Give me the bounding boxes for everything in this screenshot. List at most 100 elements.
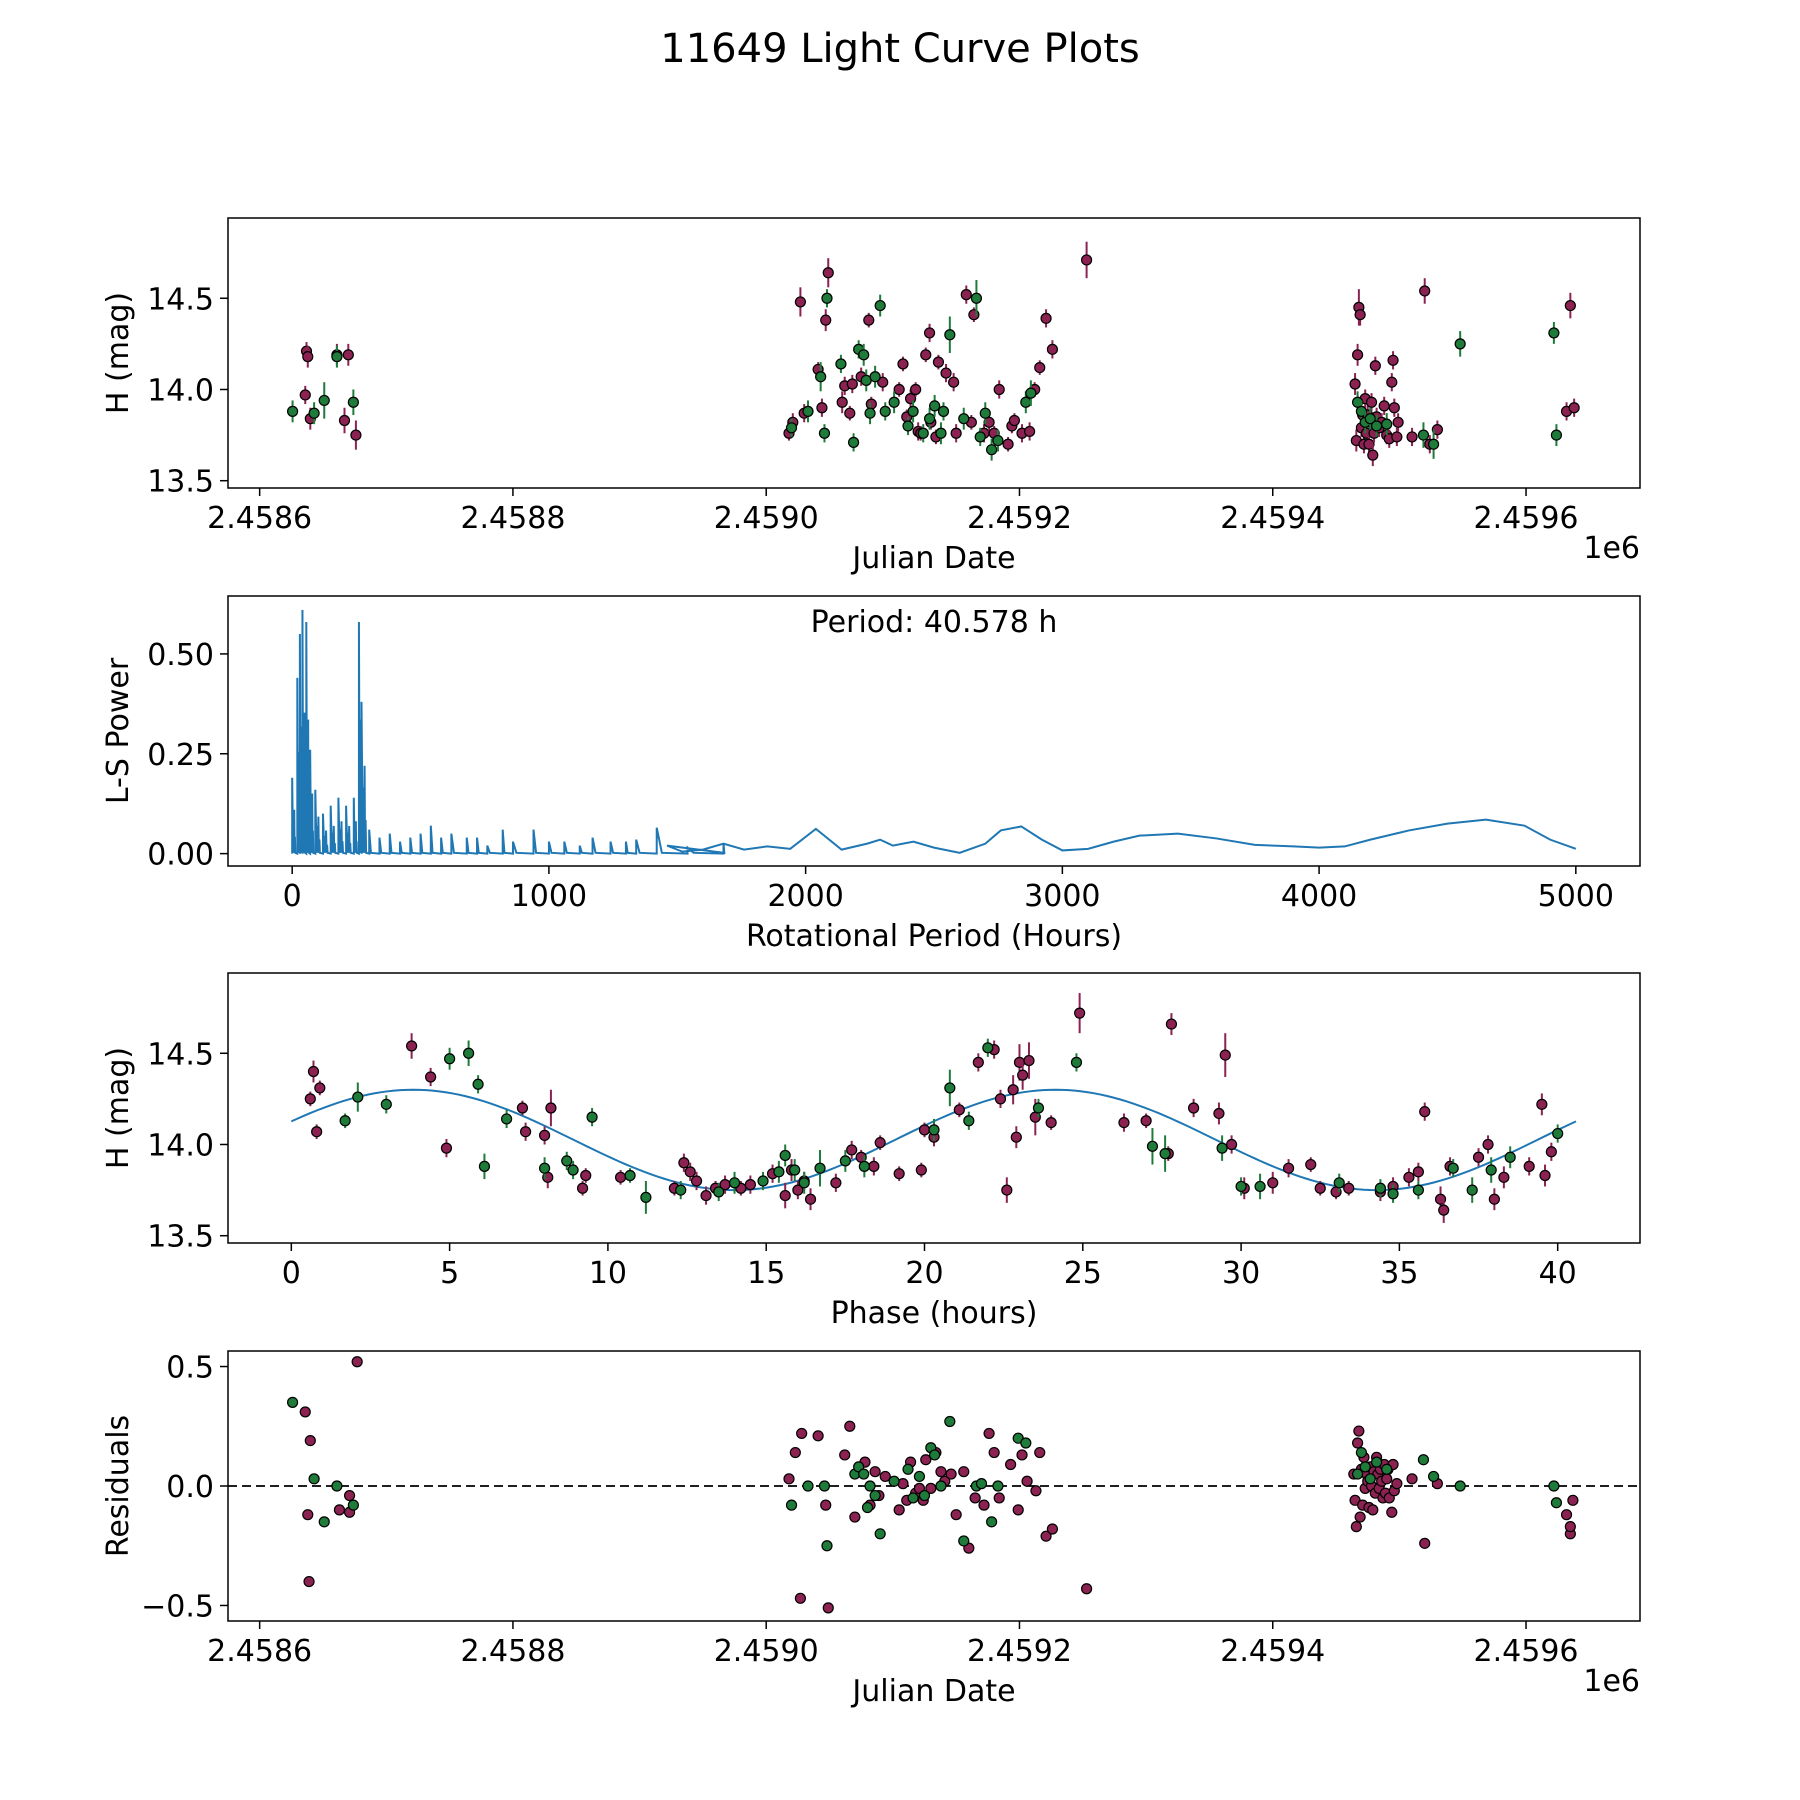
magenta-data-point [865,398,877,410]
magenta-data-point [1046,1523,1059,1535]
green-data-point [970,292,983,304]
magenta-data-point [789,1446,801,1459]
magenta-data-point [1351,1437,1364,1449]
magenta-data-point [1008,414,1021,427]
magenta-data-point [779,1189,791,1202]
magenta-data-point [1391,431,1403,443]
magenta-data-point [1406,431,1418,443]
magenta-data-point [350,429,362,441]
magenta-data-point [1523,1160,1535,1172]
magenta-data-point [1282,1162,1295,1174]
x-tick-label: 40 [1539,1256,1577,1291]
green-data-point [728,1177,741,1189]
magenta-data-point [744,1179,756,1191]
green-data-point [907,1492,919,1504]
y-tick-label: 0.5 [166,1351,214,1386]
x-axis-label: Phase (hours) [831,1296,1038,1331]
green-data-point [979,407,991,419]
y-axis-label: L-S Power [101,657,136,804]
green-data-point [380,1098,392,1110]
green-data-point [864,1480,876,1492]
magenta-data-point [1498,1171,1510,1183]
green-data-point [929,400,941,412]
green-data-point [1159,1148,1171,1160]
magenta-data-point [983,416,995,428]
x-tick-label: 35 [1380,1256,1418,1291]
magenta-data-point [1305,1158,1317,1171]
magenta-data-point [1074,1007,1086,1019]
green-data-point [861,1501,874,1514]
magenta-data-point [311,1126,323,1138]
x-tick-label: 2.4594 [1220,501,1325,536]
green-data-point [1412,1184,1424,1196]
magenta-data-point [893,1504,905,1516]
magenta-data-point [993,383,1005,396]
green-data-point [992,1480,1004,1492]
magenta-data-point [796,1427,808,1440]
green-data-point [1364,1473,1376,1485]
y-tick-label: 0.50 [147,638,214,673]
green-data-point [1020,396,1032,408]
y-tick-label: 0.0 [166,1470,214,1505]
green-data-point [986,444,998,456]
periodogram-panel: 0 1000 2000 3000 4000 5000 0.00 0.25 0.50 Rotatio… [101,595,1641,954]
magenta-data-point [1438,1204,1450,1216]
magenta-data-point [1267,1177,1279,1189]
magenta-data-point [333,1504,346,1516]
magenta-data-point [1419,1537,1431,1549]
magenta-data-point [874,1137,886,1149]
magenta-data-point [1349,378,1361,390]
y-axis-label: H (mag) [101,1047,136,1169]
magenta-data-point [545,1102,557,1114]
page-title: 11649 Light Curve Plots [660,26,1140,72]
green-data-point [888,396,900,408]
magenta-data-point [1225,1138,1238,1151]
green-data-point [1454,338,1466,350]
periodogram-plot-area [291,609,1577,856]
x-tick-label: 2000 [767,879,843,914]
magenta-data-point [1140,1115,1152,1127]
green-data-point [339,1115,351,1127]
green-data-point [1020,1437,1032,1449]
magenta-data-point [988,1446,1000,1459]
magenta-data-point [425,1071,437,1083]
x-tick-label: 30 [1222,1256,1260,1291]
magenta-data-point [950,1509,962,1521]
green-data-point [864,407,876,419]
green-data-point [561,1155,573,1167]
green-data-point [858,1468,870,1480]
x-tick-label: 15 [747,1256,785,1291]
green-data-point [869,371,881,383]
green-data-point [1216,1142,1228,1154]
green-data-point [815,371,827,383]
magenta-data-point [1040,312,1052,324]
y-tick-label: 14.5 [147,282,214,317]
x-tick-label: 2.4588 [460,501,565,536]
x-tick-label: 25 [1064,1256,1102,1291]
green-data-point [1070,1056,1083,1068]
green-data-point [858,349,870,361]
green-data-point [888,1475,900,1487]
magenta-data-point [614,1171,627,1183]
green-data-point [1374,1182,1386,1194]
green-data-point [839,1155,851,1167]
periodogram-frame [227,595,1641,867]
green-data-point [1025,387,1037,399]
green-data-point [1454,1480,1466,1492]
green-data-point [913,1470,926,1483]
green-data-point [444,1053,456,1065]
green-data-point [586,1111,598,1123]
magenta-data-point [1351,349,1364,361]
magenta-data-point [302,1509,314,1521]
magenta-data-point [343,1489,356,1502]
green-data-point [1427,1470,1440,1483]
magenta-data-point [1381,1473,1393,1485]
green-data-point [874,299,886,312]
green-data-point [902,1463,914,1475]
magenta-data-point [1391,1478,1403,1490]
x-tick-label: 20 [905,1256,943,1291]
magenta-data-point [893,383,905,396]
magenta-data-point [1388,402,1400,414]
magenta-data-point [1343,1182,1355,1194]
magenta-data-point [1030,1485,1042,1497]
